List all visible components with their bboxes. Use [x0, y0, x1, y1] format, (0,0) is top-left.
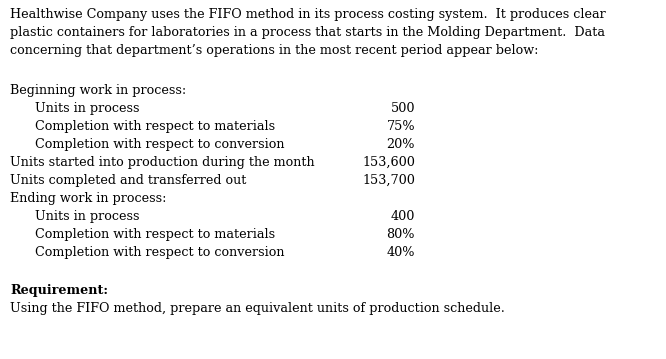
Text: Units in process: Units in process: [35, 102, 139, 115]
Text: concerning that department’s operations in the most recent period appear below:: concerning that department’s operations …: [10, 44, 539, 57]
Text: Completion with respect to materials: Completion with respect to materials: [35, 228, 275, 241]
Text: 80%: 80%: [386, 228, 415, 241]
Text: Units completed and transferred out: Units completed and transferred out: [10, 174, 246, 187]
Text: 40%: 40%: [386, 246, 415, 259]
Text: Using the FIFO method, prepare an equivalent units of production schedule.: Using the FIFO method, prepare an equiva…: [10, 302, 505, 315]
Text: 500: 500: [390, 102, 415, 115]
Text: Completion with respect to conversion: Completion with respect to conversion: [35, 138, 284, 151]
Text: 400: 400: [391, 210, 415, 223]
Text: 153,700: 153,700: [362, 174, 415, 187]
Text: plastic containers for laboratories in a process that starts in the Molding Depa: plastic containers for laboratories in a…: [10, 26, 605, 39]
Text: Beginning work in process:: Beginning work in process:: [10, 84, 186, 97]
Text: 20%: 20%: [386, 138, 415, 151]
Text: Completion with respect to materials: Completion with respect to materials: [35, 120, 275, 133]
Text: Units in process: Units in process: [35, 210, 139, 223]
Text: 75%: 75%: [386, 120, 415, 133]
Text: Completion with respect to conversion: Completion with respect to conversion: [35, 246, 284, 259]
Text: Requirement:: Requirement:: [10, 284, 108, 297]
Text: Units started into production during the month: Units started into production during the…: [10, 156, 314, 169]
Text: Ending work in process:: Ending work in process:: [10, 192, 166, 205]
Text: Healthwise Company uses the FIFO method in its process costing system.  It produ: Healthwise Company uses the FIFO method …: [10, 8, 606, 21]
Text: 153,600: 153,600: [362, 156, 415, 169]
